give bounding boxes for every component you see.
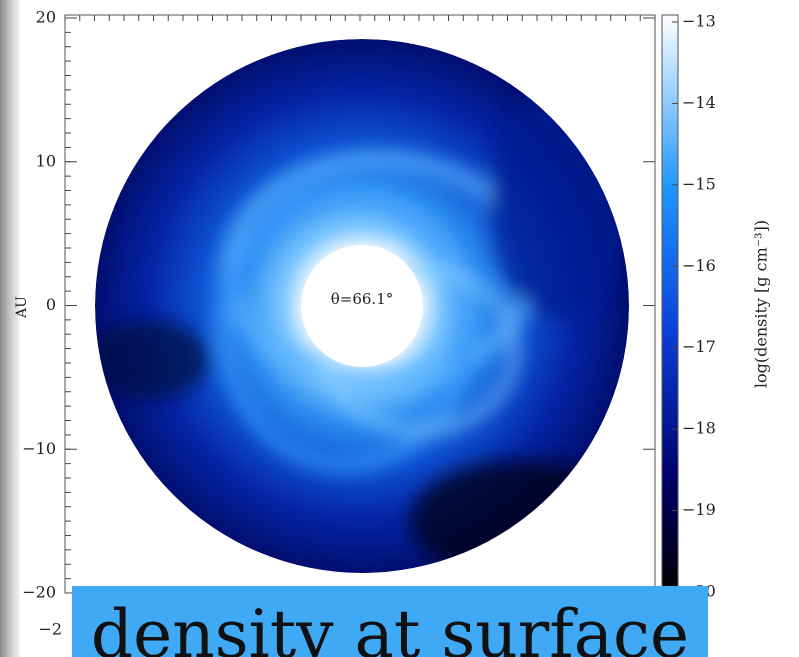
y-tick-label: −20 <box>22 583 56 602</box>
density-disk <box>95 39 629 573</box>
colorbar-tick-label: −15 <box>682 174 716 193</box>
colorbar <box>661 14 679 594</box>
colorbar-tick-label: −18 <box>682 419 716 438</box>
x-tick-label: −2 <box>38 620 62 639</box>
colorbar-tick-label: −16 <box>682 256 716 275</box>
annotation: θ=66.1° <box>331 290 394 308</box>
y-tick-label: 10 <box>36 151 56 170</box>
colorbar-tick-label: −17 <box>682 337 716 356</box>
colorbar-label: log(density [g cm⁻³]) <box>752 220 771 388</box>
colorbar-tick-label: −14 <box>682 93 716 112</box>
y-tick-label: 0 <box>46 295 56 314</box>
caption: density at surface <box>91 596 689 657</box>
side-strip <box>0 0 20 657</box>
y-axis-label: AU <box>14 296 30 319</box>
y-tick-label: 20 <box>36 8 56 27</box>
colorbar-tick-label: −19 <box>682 500 716 519</box>
y-tick-label: −10 <box>22 439 56 458</box>
colorbar-tick-label: −13 <box>682 12 716 31</box>
caption-box <box>72 586 708 657</box>
